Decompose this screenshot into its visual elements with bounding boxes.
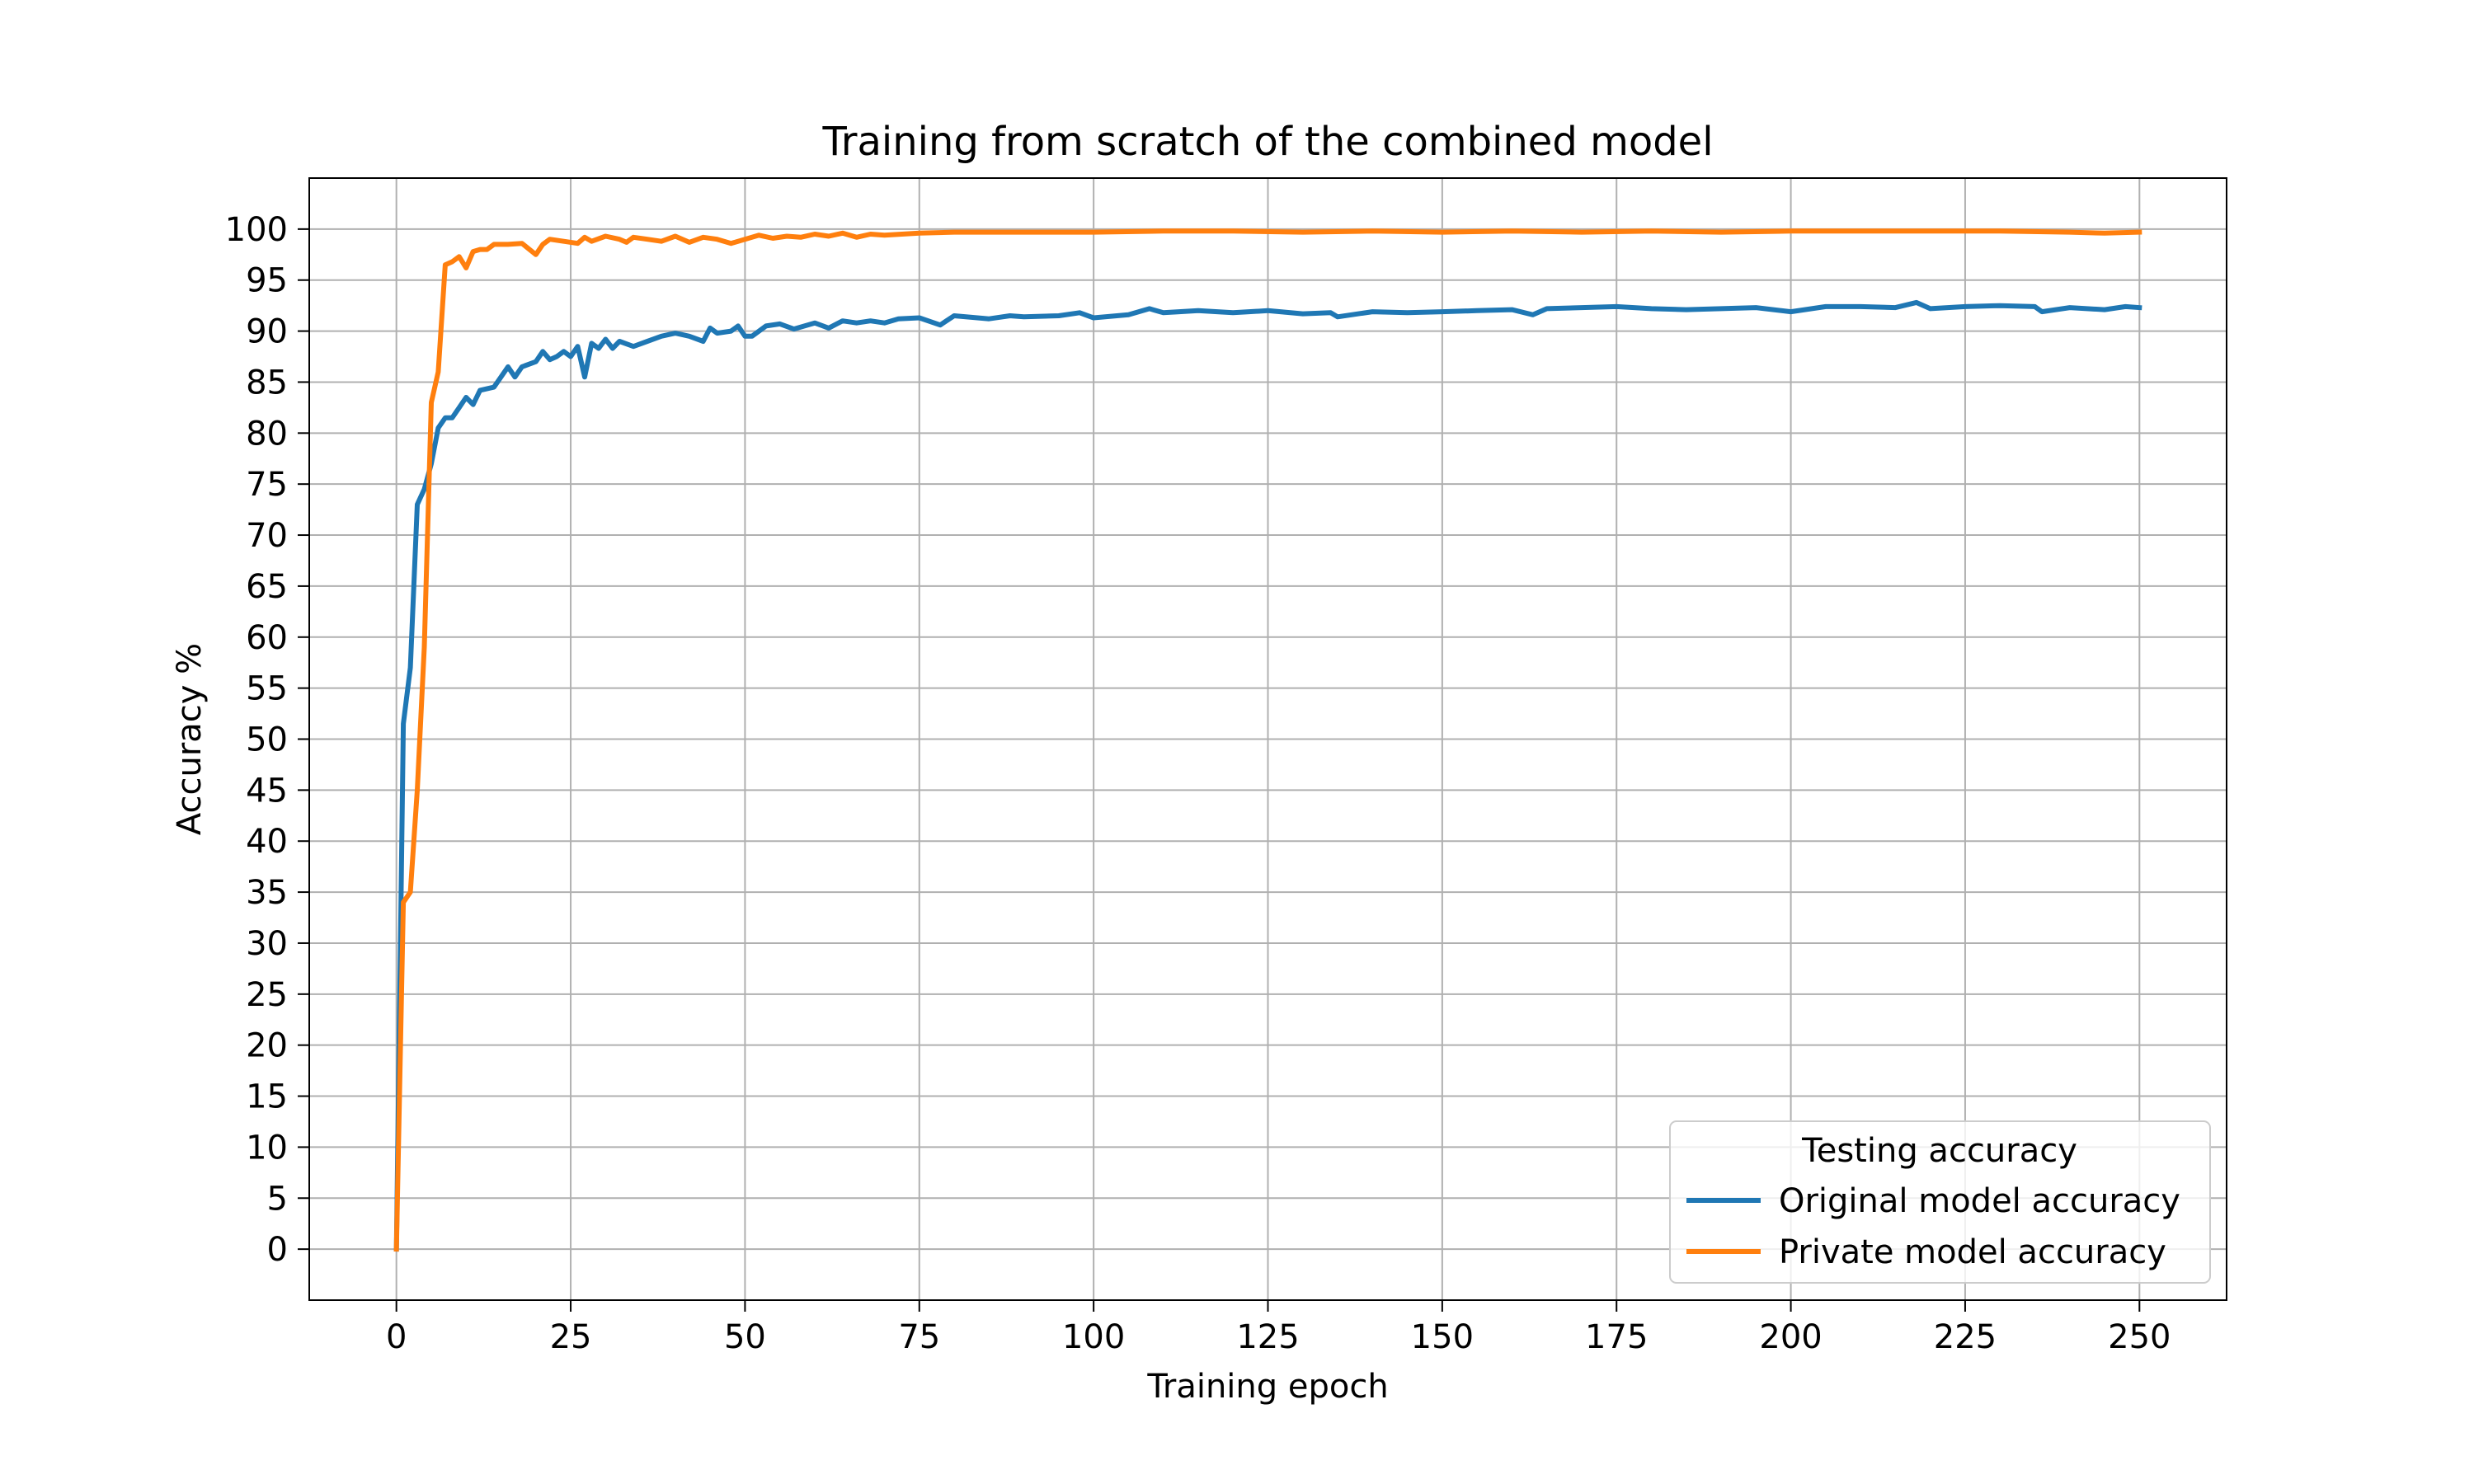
legend-label-private: Private model accuracy: [1779, 1233, 2166, 1271]
y-tick-label: 55: [246, 670, 288, 708]
series-line-private: [393, 228, 2142, 1252]
series-lines: [393, 228, 2142, 1252]
series-line-original: [393, 299, 2142, 1252]
axis-ticks: 0 25 50 75 100 125 150 175 200 225 250 0 5 10 15 20 25 30…: [225, 211, 2171, 1356]
legend-box: [1669, 1120, 2211, 1284]
legend-title: Testing accuracy: [1801, 1132, 2077, 1170]
x-tick-label: 75: [898, 1318, 940, 1356]
y-tick-label: 90: [246, 313, 288, 351]
x-tick-label: 200: [1759, 1318, 1822, 1356]
y-tick-label: 95: [246, 262, 288, 300]
y-tick-label: 25: [246, 976, 288, 1014]
x-tick-label: 150: [1411, 1318, 1474, 1356]
y-tick-label: 30: [246, 925, 288, 963]
y-tick-label: 65: [246, 568, 288, 606]
y-tick-label: 50: [246, 721, 288, 759]
chart-title: Training from scratch of the combined mo…: [821, 119, 1713, 165]
x-tick-label: 25: [550, 1318, 592, 1356]
y-tick-label: 20: [246, 1027, 288, 1065]
x-tick-label: 100: [1062, 1318, 1125, 1356]
x-tick-label: 50: [724, 1318, 766, 1356]
y-tick-label: 80: [246, 415, 288, 453]
x-tick-label: 125: [1236, 1318, 1299, 1356]
legend: Testing accuracy Original model accuracy…: [1669, 1120, 2211, 1284]
y-tick-label: 10: [246, 1129, 288, 1167]
y-tick-label: 70: [246, 517, 288, 555]
y-tick-label: 35: [246, 874, 288, 912]
legend-label-original: Original model accuracy: [1779, 1182, 2180, 1220]
x-tick-label: 250: [2108, 1318, 2171, 1356]
x-tick-label: 175: [1585, 1318, 1648, 1356]
y-tick-label: 40: [246, 823, 288, 861]
grid: [309, 178, 2227, 1300]
y-tick-label: 85: [246, 364, 288, 402]
y-tick-label: 15: [246, 1078, 288, 1116]
y-tick-label: 5: [267, 1180, 288, 1218]
y-tick-label: 0: [267, 1231, 288, 1269]
y-axis-label: Accuracy %: [171, 643, 209, 835]
y-tick-label: 100: [225, 211, 288, 249]
y-tick-label: 45: [246, 772, 288, 810]
x-tick-label: 225: [1934, 1318, 1997, 1356]
x-axis-label: Training epoch: [1146, 1368, 1388, 1406]
y-tick-label: 60: [246, 619, 288, 657]
x-tick-label: 0: [386, 1318, 407, 1356]
y-tick-label: 75: [246, 466, 288, 504]
